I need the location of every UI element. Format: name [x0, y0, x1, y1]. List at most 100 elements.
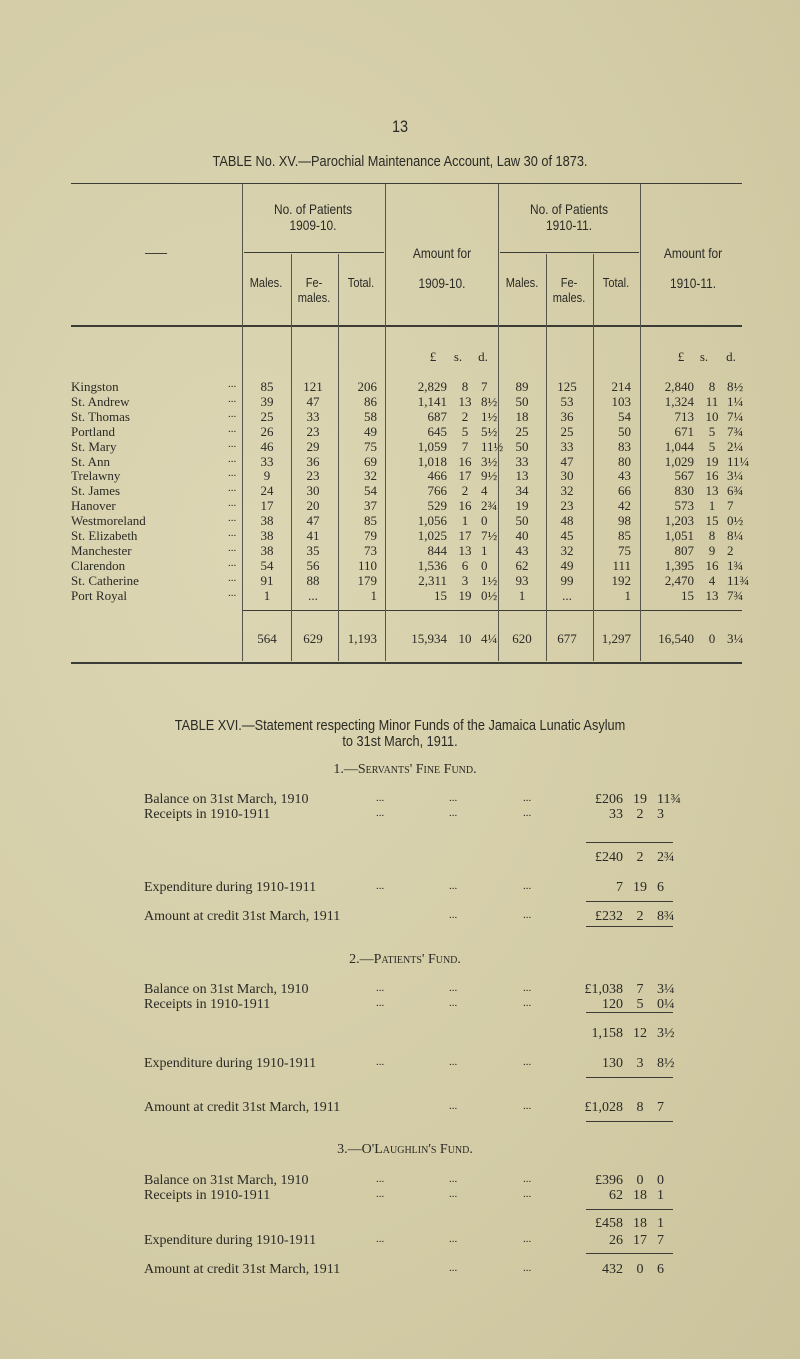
leader-dots: ... — [449, 1262, 458, 1274]
amount-1909-pounds: 529 — [427, 498, 448, 514]
females-header: Fe- — [560, 275, 578, 290]
amount-pence: 3¼ — [657, 982, 675, 997]
amount-pounds: £396 — [595, 1173, 623, 1188]
males-1910: 40 — [515, 528, 529, 543]
total-1910: 103 — [611, 393, 632, 409]
amount-1910-pence: 8½ — [727, 379, 744, 394]
amount-1909-pence: 0 — [481, 557, 488, 573]
females-1909: 35 — [306, 542, 320, 558]
sum-rule — [586, 926, 673, 927]
leader-dots: ... — [228, 541, 237, 554]
table-top-rule — [71, 183, 742, 184]
amount-1910-shillings: 13 — [705, 483, 719, 499]
males-1909: 17 — [260, 498, 274, 514]
leader-dots: ... — [228, 527, 237, 539]
amount-1909-pounds: 687 — [427, 408, 448, 424]
females-1910: 32 — [560, 483, 574, 499]
males-1909: 39 — [260, 393, 274, 409]
amount-1909-pence: 11½ — [481, 438, 504, 454]
currency-shilling: s. — [453, 349, 463, 364]
amount-pounds: 33 — [609, 807, 623, 822]
fund-line-label: Receipts in 1910-1911 — [144, 1188, 271, 1203]
leader-dots: ... — [449, 1173, 458, 1185]
leader-dots: ... — [376, 880, 385, 892]
leader-dots: ... — [449, 792, 458, 804]
leader-dots: ... — [523, 1173, 532, 1185]
amount-1910-shillings: 5 — [708, 423, 716, 439]
amount-pence: 0 — [657, 1173, 664, 1188]
amount-1909-shillings: 17 — [458, 468, 472, 484]
males-1909: 85 — [260, 379, 274, 394]
amount-pounds: £206 — [595, 792, 623, 807]
amount-1909-pence: 7 — [481, 379, 488, 394]
col-divider — [385, 184, 386, 661]
leader-dots: ... — [228, 586, 237, 599]
amount-shillings: 2 — [636, 807, 644, 822]
fund-line-label: Amount at credit 31st March, 1911 — [144, 1100, 341, 1115]
leader-dots: ... — [449, 909, 458, 921]
females-1910: 33 — [560, 438, 574, 454]
total-1909: 179 — [357, 572, 378, 588]
parish-name: Westmoreland — [71, 513, 146, 529]
totals-rule — [243, 610, 742, 611]
amount-1909-pence: 1½ — [481, 408, 498, 424]
amount-1910-pounds: 1,029 — [664, 453, 694, 469]
fund-line-label: Receipts in 1910-1911 — [144, 807, 271, 822]
total-1910: 80 — [618, 453, 631, 469]
currency-pound: £ — [429, 349, 437, 364]
amount-shillings: 19 — [633, 880, 647, 895]
leader-dots: ... — [228, 571, 237, 584]
amount-1910-shillings: 4 — [708, 572, 716, 588]
males-1909: 25 — [260, 408, 274, 424]
leader-dots: ... — [449, 1188, 458, 1200]
amount-shillings: 0 — [636, 1262, 644, 1277]
females-1909: 47 — [306, 393, 320, 409]
group-header-1910-year: 1910-11. — [545, 217, 593, 233]
amount-1909-pence: 8½ — [481, 393, 498, 409]
males-1909: 38 — [260, 513, 274, 529]
table-15-title: TABLE No. XV.—Parochial Maintenance Acco… — [212, 153, 588, 170]
males-1909-total: 564 — [257, 631, 277, 646]
amount-1910-pounds: 830 — [674, 483, 695, 499]
females-1909: 23 — [306, 468, 320, 484]
amount-pence: 8½ — [657, 1056, 675, 1071]
amount-1910-pounds: 1,324 — [664, 393, 694, 409]
females-1909: 41 — [306, 528, 320, 543]
total-1910: 43 — [618, 468, 631, 484]
amount-1910-pounds: 1,395 — [664, 557, 694, 573]
amount-1909-shillings: 1 — [461, 513, 469, 529]
females-1909: 30 — [306, 483, 320, 499]
total-1909-total: 1,193 — [347, 631, 377, 646]
amount-shillings: 7 — [636, 982, 644, 997]
blank-header: —— — [144, 245, 168, 260]
males-1910: 50 — [515, 438, 529, 454]
group-header-1909: No. of Patients — [273, 201, 353, 217]
females-1910: 36 — [560, 408, 574, 424]
amount-1910-pence: 6¾ — [727, 483, 744, 499]
leader-dots: ... — [228, 407, 237, 420]
currency-pence: d. — [478, 349, 488, 364]
amount-1909-pounds: 1,018 — [417, 453, 447, 469]
col-divider — [498, 184, 499, 661]
amount-1910-pounds: 2,840 — [664, 379, 694, 394]
males-1909: 24 — [260, 483, 274, 499]
leader-dots: ... — [376, 792, 385, 804]
amount-1909-pounds: 645 — [427, 423, 448, 439]
leader-dots: ... — [376, 1233, 385, 1245]
amount-1910-pence: 1¼ — [727, 393, 744, 409]
total-1910: 111 — [612, 557, 631, 573]
parish-name: Kingston — [71, 379, 119, 394]
leader-dots: ... — [523, 1188, 532, 1200]
leader-dots: ... — [449, 982, 458, 994]
amount-pounds: £1,038 — [584, 982, 624, 997]
males-1909: 38 — [260, 528, 274, 543]
males-1909: 26 — [260, 423, 274, 439]
amount-1910-pounds: 567 — [674, 468, 695, 484]
amount-1910-shillings: 19 — [705, 453, 719, 469]
males-1910: 93 — [515, 572, 529, 588]
fund-line-label: Balance on 31st March, 1910 — [144, 982, 309, 997]
amount-pence: 2¾ — [657, 850, 675, 865]
males-1910-total: 620 — [512, 631, 532, 646]
amount-1909-shillings-total: 10 — [458, 631, 472, 646]
leader-dots: ... — [228, 437, 237, 450]
